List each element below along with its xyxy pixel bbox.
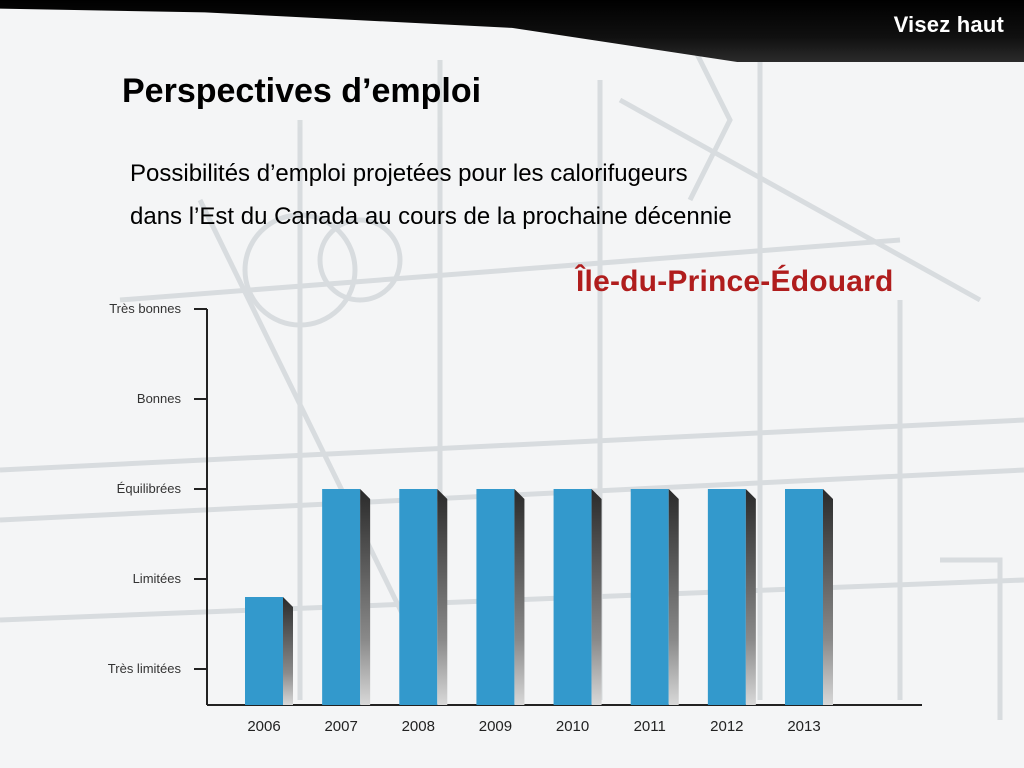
bar [322, 489, 361, 705]
bar-side [823, 489, 833, 705]
bar [399, 489, 438, 705]
x-tick-label: 2009 [479, 718, 512, 735]
page-title: Perspectives d’emploi [122, 72, 482, 110]
bar [785, 489, 823, 705]
x-tick-label: 2012 [710, 718, 743, 735]
x-tick-label: 2007 [324, 718, 357, 735]
y-tick-label: Très bonnes [109, 301, 181, 316]
chart-subtitle: Possibilités d’emploi projetées pour les… [130, 152, 950, 238]
x-tick-label: 2013 [787, 718, 820, 735]
bar-chart: Très limitées Limitées Équilibrées Bonnes Tr… [108, 301, 922, 735]
y-tick-label: Très limitées [108, 661, 182, 676]
bar [630, 489, 669, 705]
bar-side [591, 489, 602, 705]
chart-labels: Très limitées Limitées Équilibrées Bonnes Tr… [108, 301, 821, 735]
brand-logo-text: Visez haut [893, 12, 1004, 37]
bar-side [360, 489, 371, 705]
x-tick-label: 2010 [556, 718, 589, 735]
subtitle-line-1: Possibilités d’emploi projetées pour les… [130, 160, 688, 187]
bar [707, 489, 746, 705]
y-tick-label: Limitées [133, 571, 182, 586]
chart-bars [245, 489, 833, 705]
bar-side [668, 489, 679, 705]
bar-side [514, 489, 525, 705]
x-tick-label: 2008 [402, 718, 435, 735]
x-tick-label: 2011 [634, 718, 666, 735]
y-tick-label: Équilibrées [117, 481, 182, 496]
x-tick-label: 2006 [247, 718, 280, 735]
bar [245, 597, 283, 705]
bar-side [745, 489, 756, 705]
y-tick-label: Bonnes [137, 391, 182, 406]
region-title: Île-du-Prince-Édouard [576, 265, 894, 298]
bar-side [437, 489, 448, 705]
subtitle-line-2: dans l’Est du Canada au cours de la proc… [130, 203, 732, 230]
bar [553, 489, 592, 705]
bar [476, 489, 515, 705]
bar-side [283, 597, 293, 705]
